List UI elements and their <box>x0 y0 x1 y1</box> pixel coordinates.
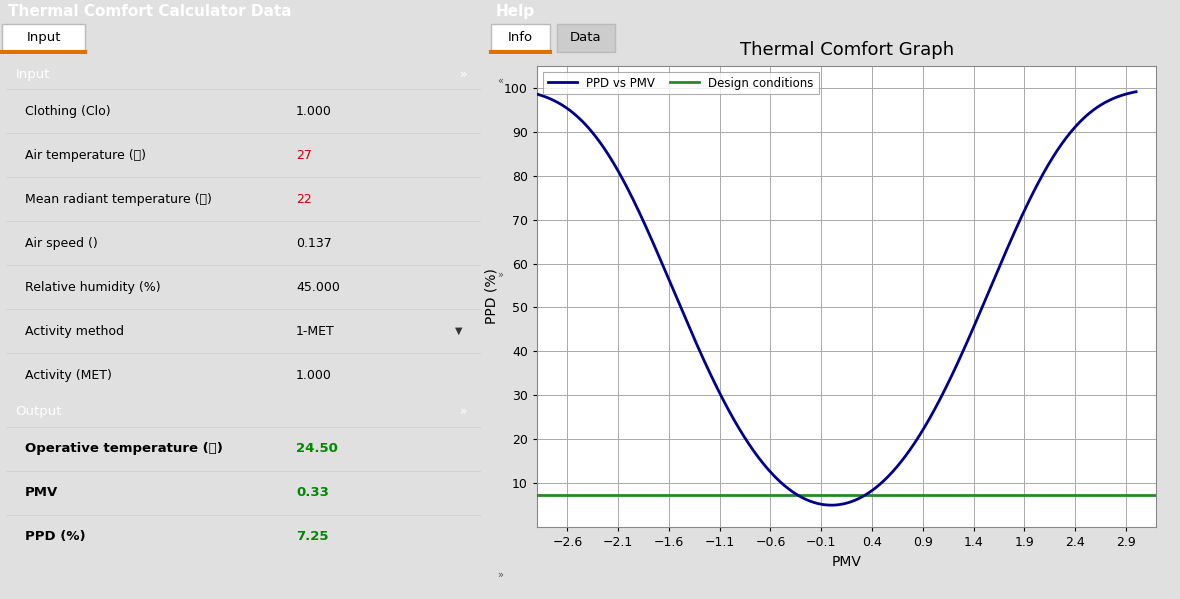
Text: Input: Input <box>27 31 61 44</box>
Text: Air temperature (数): Air temperature (数) <box>25 149 146 162</box>
Text: 1-MET: 1-MET <box>296 325 335 338</box>
Text: Operative temperature (数): Operative temperature (数) <box>25 442 223 455</box>
Text: Relative humidity (%): Relative humidity (%) <box>25 281 160 294</box>
Text: »: » <box>459 406 467 418</box>
Text: 24.50: 24.50 <box>296 442 337 455</box>
Text: 0.33: 0.33 <box>296 486 329 499</box>
X-axis label: PMV: PMV <box>832 555 861 568</box>
Text: «: « <box>497 76 504 86</box>
Text: Mean radiant temperature (数): Mean radiant temperature (数) <box>25 193 211 206</box>
Text: 1.000: 1.000 <box>296 368 332 382</box>
Text: ▼: ▼ <box>455 326 463 336</box>
Text: 27: 27 <box>296 149 312 162</box>
Text: 45.000: 45.000 <box>296 281 340 294</box>
Text: Input: Input <box>15 68 50 81</box>
Text: Thermal Comfort Calculator Data: Thermal Comfort Calculator Data <box>8 4 291 19</box>
Text: »: » <box>498 270 503 279</box>
Text: »: » <box>498 570 503 580</box>
Title: Thermal Comfort Graph: Thermal Comfort Graph <box>740 41 953 59</box>
Text: Air speed (): Air speed () <box>25 237 98 250</box>
Legend: PPD vs PMV, Design conditions: PPD vs PMV, Design conditions <box>543 72 819 94</box>
Text: 1.000: 1.000 <box>296 105 332 118</box>
Text: 22: 22 <box>296 193 312 206</box>
Text: Help: Help <box>496 4 535 19</box>
Text: Output: Output <box>15 406 61 418</box>
Text: Activity (MET): Activity (MET) <box>25 368 112 382</box>
Text: PPD (%): PPD (%) <box>25 530 85 543</box>
Text: Clothing (Clo): Clothing (Clo) <box>25 105 111 118</box>
Bar <box>2 24 85 52</box>
Text: 7.25: 7.25 <box>296 530 328 543</box>
Text: Data: Data <box>570 31 602 44</box>
Text: Activity method: Activity method <box>25 325 124 338</box>
Bar <box>491 24 550 52</box>
Text: Info: Info <box>507 31 533 44</box>
Bar <box>557 24 616 52</box>
Text: 0.137: 0.137 <box>296 237 332 250</box>
Text: PMV: PMV <box>25 486 58 499</box>
Text: »: » <box>459 68 467 81</box>
Y-axis label: PPD (%): PPD (%) <box>485 268 498 325</box>
